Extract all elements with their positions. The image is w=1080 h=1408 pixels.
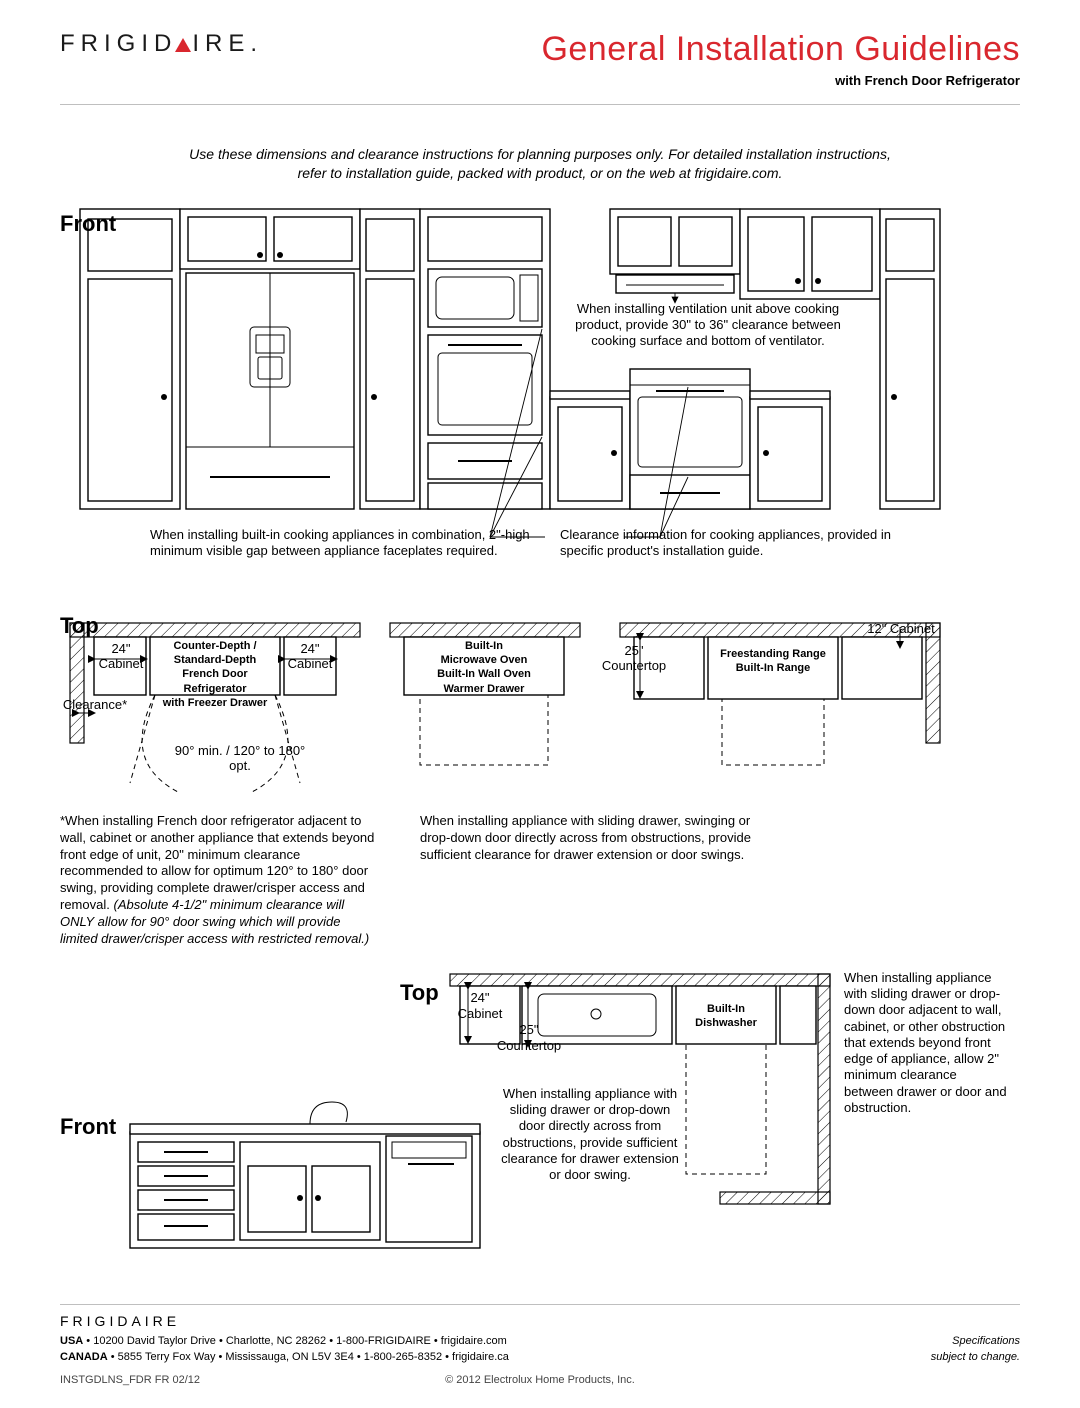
dim-cab24-left: 24" Cabinet	[96, 641, 146, 672]
footer-docid: INSTGDLNS_FDR FR 02/12	[60, 1372, 200, 1389]
label-range: Freestanding Range Built-In Range	[708, 647, 838, 676]
title-block: General Installation Guidelines with Fre…	[541, 30, 1020, 88]
label-dishwasher: Built-In Dishwasher	[676, 1002, 776, 1031]
dim-cab12: 12" Cabinet	[856, 621, 946, 637]
dim-clearance: Clearance*	[60, 697, 130, 713]
footer-disclaimer: Specifications subject to change.	[931, 1333, 1020, 1366]
sink-dishwasher-diagram: Top Front 24"	[60, 964, 1020, 1264]
page-footer: FRIGIDAIRE USA • 10200 David Taylor Driv…	[60, 1304, 1020, 1389]
page-title: General Installation Guidelines	[541, 30, 1020, 69]
view-label-top: Top	[60, 613, 99, 639]
dim-swing: 90° min. / 120° to 180° opt.	[170, 743, 310, 774]
logo-triangle-icon	[175, 38, 191, 52]
intro-note: Use these dimensions and clearance instr…	[180, 145, 900, 183]
page-header: FRIGIDIRE. General Installation Guidelin…	[60, 30, 1020, 104]
callout-builtin-gap: When installing built-in cooking applian…	[150, 527, 560, 560]
footer-logo: FRIGIDAIRE	[60, 1313, 1020, 1329]
header-rule	[60, 104, 1020, 105]
footer-rule	[60, 1304, 1020, 1305]
top-view-row: Top	[60, 613, 1020, 843]
dim-cab24-sink: 24" Cabinet	[450, 990, 510, 1021]
callout-sliding-adjacent: When installing appliance with sliding d…	[844, 970, 1009, 1116]
view-label-top2: Top	[400, 980, 439, 1006]
callout-sliding-across2: When installing appliance with sliding d…	[500, 1086, 680, 1184]
footer-addresses: USA • 10200 David Taylor Drive • Charlot…	[60, 1333, 509, 1366]
footer-copyright: © 2012 Electrolux Home Products, Inc.	[445, 1372, 635, 1389]
view-label-front: Front	[60, 211, 116, 237]
kitchen-front-diagram: Front	[60, 197, 1020, 597]
brand-logo: FRIGIDIRE.	[60, 30, 257, 58]
page-subtitle: with French Door Refrigerator	[541, 73, 1020, 88]
label-ovens: Built-In Microwave Oven Built-In Wall Ov…	[408, 639, 560, 696]
view-label-front2: Front	[60, 1114, 116, 1140]
dim-countertop25-sink: 25" Countertop	[484, 1022, 574, 1053]
footer-canada: • 5855 Terry Fox Way • Mississauga, ON L…	[111, 1351, 509, 1363]
label-fridge: Counter-Depth / Standard-Depth French Do…	[152, 639, 278, 710]
callout-ventilation: When installing ventilation unit above c…	[558, 301, 858, 350]
callout-cooking-clearance: Clearance information for cooking applia…	[560, 527, 900, 560]
footer-usa: • 10200 David Taylor Drive • Charlotte, …	[86, 1335, 507, 1347]
dim-countertop25: 25" Countertop	[594, 643, 674, 674]
dim-cab24-right: 24" Cabinet	[284, 641, 336, 672]
